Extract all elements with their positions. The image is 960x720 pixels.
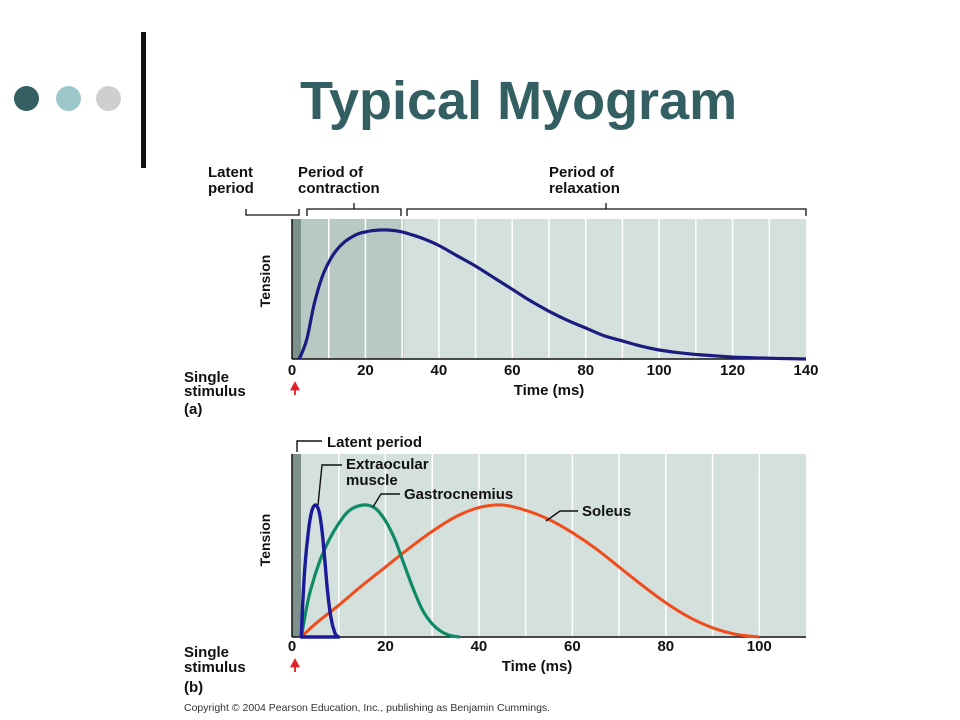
extraocular-callout-line bbox=[317, 464, 342, 506]
grid-b bbox=[337, 454, 761, 637]
gastrocnemius-label: Gastrocnemius bbox=[404, 486, 513, 503]
contraction-band bbox=[299, 219, 404, 359]
bracket-contraction bbox=[306, 203, 402, 216]
panel-label-b: (b) bbox=[184, 679, 203, 696]
phase-label-relaxation-line1: Period of bbox=[549, 164, 615, 181]
slide-title: Typical Myogram bbox=[300, 71, 738, 131]
x-tick-label: 0 bbox=[288, 638, 296, 655]
x-tick-label: 100 bbox=[747, 638, 772, 655]
twitch-curve-a bbox=[297, 228, 807, 361]
soleus-label: Soleus bbox=[582, 503, 631, 520]
phase-label-latent-line1: Latent bbox=[208, 164, 253, 181]
bullet-dot-gray bbox=[96, 86, 121, 111]
x-tick-label: 60 bbox=[564, 638, 581, 655]
x-tick-label: 100 bbox=[647, 362, 672, 379]
extraocular-label-line2: muscle bbox=[346, 472, 398, 489]
phase-label-relaxation-line2: relaxation bbox=[549, 180, 620, 197]
panel-b: Latent period Extraocular muscle Gastroc… bbox=[184, 434, 806, 696]
bracket-relaxation bbox=[406, 203, 807, 216]
stimulus-label-b-line1: Single bbox=[184, 644, 229, 661]
x-tick-label: 20 bbox=[377, 638, 394, 655]
gastrocnemius-callout-line bbox=[372, 493, 400, 508]
phase-label-contraction-line2: contraction bbox=[298, 180, 380, 197]
x-axis-label-a: Time (ms) bbox=[514, 382, 585, 399]
gastrocnemius-curve bbox=[299, 503, 461, 639]
x-axis-label-b: Time (ms) bbox=[502, 658, 573, 675]
latent-band bbox=[292, 219, 301, 359]
bullet-dots bbox=[14, 86, 124, 112]
bullet-dot-light bbox=[56, 86, 81, 111]
title-divider bbox=[141, 32, 146, 168]
x-tick-label: 80 bbox=[577, 362, 594, 379]
latent-period-label: Latent period bbox=[327, 434, 422, 451]
grid-a bbox=[327, 219, 771, 359]
bullet-dot-dark bbox=[14, 86, 39, 111]
phase-label-contraction-line1: Period of bbox=[298, 164, 364, 181]
panel-a: Latent period Period of contraction Peri… bbox=[184, 164, 819, 418]
latent-band-b bbox=[292, 454, 301, 637]
x-tick-label: 120 bbox=[720, 362, 745, 379]
stimulus-label-a-line2: stimulus bbox=[184, 383, 246, 400]
y-axis-label-b: Tension bbox=[257, 514, 273, 567]
stimulus-arrow-a bbox=[289, 381, 301, 395]
extraocular-label-line1: Extraocular bbox=[346, 456, 429, 473]
stimulus-label-a-line1: Single bbox=[184, 369, 229, 386]
x-tick-label: 40 bbox=[471, 638, 488, 655]
copyright-text: Copyright © 2004 Pearson Education, Inc.… bbox=[184, 702, 550, 714]
bracket-latent bbox=[245, 209, 300, 216]
stimulus-label-b-line2: stimulus bbox=[184, 659, 246, 676]
x-tick-label: 80 bbox=[657, 638, 674, 655]
stimulus-arrow-b bbox=[289, 658, 301, 672]
x-tick-label: 60 bbox=[504, 362, 521, 379]
y-axis-label-a: Tension bbox=[257, 255, 273, 308]
panel-label-a: (a) bbox=[184, 401, 202, 418]
phase-label-latent-line2: period bbox=[208, 180, 254, 197]
x-tick-label: 0 bbox=[288, 362, 296, 379]
x-tick-label: 20 bbox=[357, 362, 374, 379]
plot-b-background bbox=[292, 454, 806, 637]
x-tick-labels-a: 0 20 40 60 80 100 120 140 bbox=[288, 362, 819, 379]
extraocular-curve bbox=[299, 503, 341, 639]
x-tick-labels-b: 0 20 40 60 80 100 bbox=[288, 638, 772, 655]
soleus-curve bbox=[300, 503, 760, 639]
latent-period-callout-line bbox=[296, 440, 322, 452]
x-tick-label: 40 bbox=[431, 362, 448, 379]
soleus-callout-line bbox=[545, 510, 578, 522]
x-tick-label: 140 bbox=[793, 362, 818, 379]
